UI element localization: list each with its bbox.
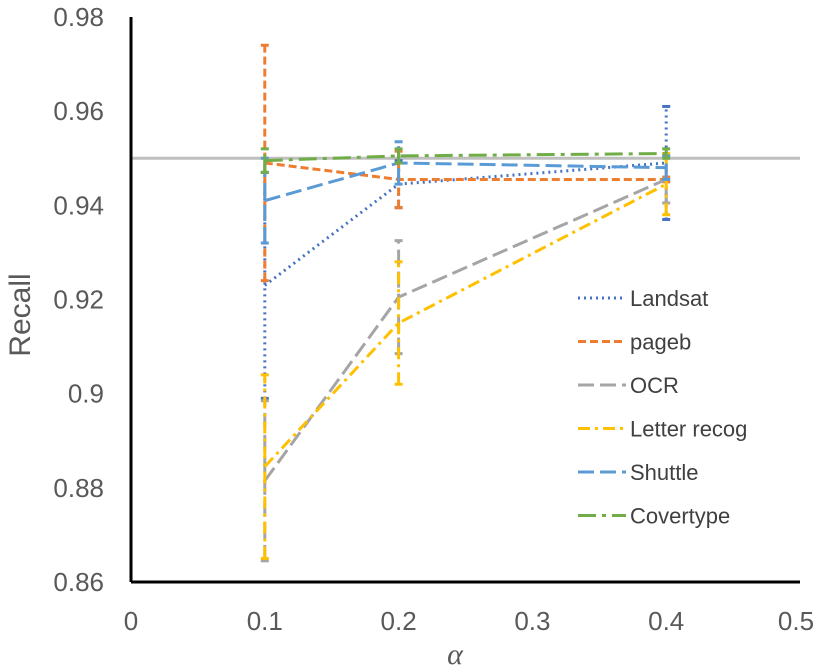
series-line-shuttle xyxy=(264,161,667,203)
x-axis-title: α xyxy=(447,638,464,671)
x-tick-label: 0.1 xyxy=(247,606,283,636)
legend-label-landsat: Landsat xyxy=(630,286,708,311)
y-tick-label: 0.9 xyxy=(68,379,104,409)
y-tick-label: 0.92 xyxy=(53,285,104,315)
axes-group xyxy=(129,17,800,584)
series-ocr xyxy=(260,154,671,563)
series-covertype xyxy=(260,147,671,174)
y-axis-title: Recall xyxy=(4,273,37,356)
series-line-ocr xyxy=(263,178,667,482)
x-tick-label: 0.2 xyxy=(381,606,417,636)
x-tick-label: 0.3 xyxy=(514,606,550,636)
legend-label-ocr: OCR xyxy=(630,373,679,398)
legend-label-shuttle: Shuttle xyxy=(630,460,699,485)
legend-label-pageb: pageb xyxy=(630,330,691,355)
series-letter-recog xyxy=(260,152,671,560)
series-landsat xyxy=(260,104,671,400)
x-tick-label: 0.4 xyxy=(648,606,684,636)
y-tick-label: 0.96 xyxy=(53,96,104,126)
series-line-letter-recog xyxy=(263,182,667,468)
series-group xyxy=(260,43,671,563)
legend-label-covertype: Covertype xyxy=(630,504,730,529)
tick-labels-group: 0.86 0.88 0.9 0.92 0.94 0.96 0.98 0 0.1 0.2 0.3 0.4… xyxy=(53,2,814,636)
x-tick-label: 0 xyxy=(124,606,138,636)
series-line-covertype xyxy=(264,152,667,163)
x-tick-label: 0.5 xyxy=(778,606,814,636)
y-tick-label: 0.94 xyxy=(53,190,104,220)
series-line-landsat xyxy=(263,161,667,287)
legend-label-letter-recog: Letter recog xyxy=(630,417,747,442)
y-tick-label: 0.98 xyxy=(53,2,104,32)
y-tick-label: 0.86 xyxy=(53,567,104,597)
y-tick-label: 0.88 xyxy=(53,473,104,503)
legend: Landsat pageb OCR Letter recog Shuttle Covert… xyxy=(578,286,747,529)
